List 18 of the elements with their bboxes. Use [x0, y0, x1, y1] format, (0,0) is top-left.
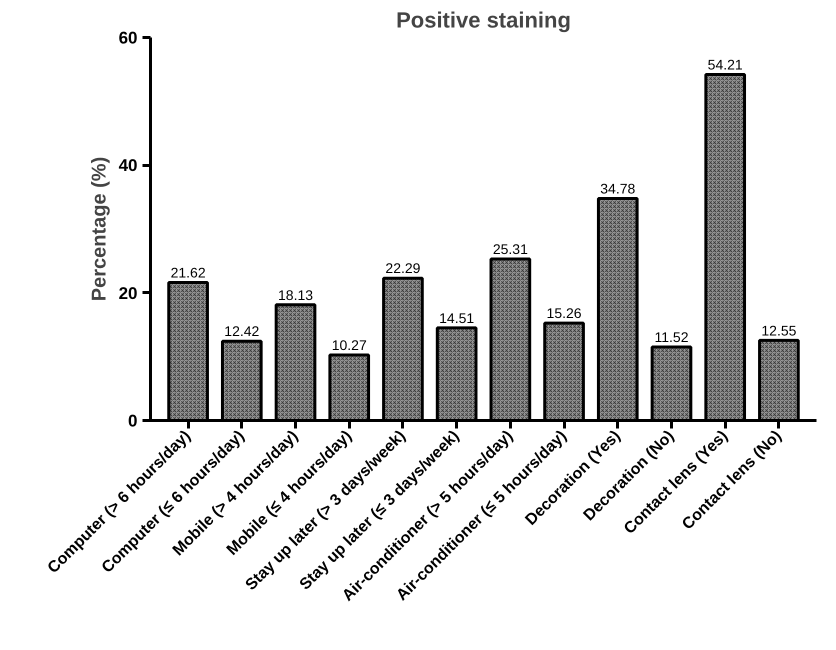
data-label: 14.51	[439, 310, 474, 326]
data-label: 25.31	[492, 240, 528, 257]
data-label: 22.29	[385, 260, 421, 276]
data-label: 15.26	[546, 305, 582, 322]
chart-title: Positive staining	[396, 8, 571, 32]
y-tick-label: 20	[118, 284, 138, 303]
data-label: 10.27	[332, 336, 367, 353]
data-label: 12.42	[224, 323, 260, 340]
y-tick-label: 60	[118, 28, 138, 48]
data-label: 18.13	[278, 286, 314, 303]
y-axis-title: Percentage (%)	[88, 156, 111, 302]
data-label: 11.52	[654, 328, 689, 345]
data-label: 54.21	[708, 56, 743, 72]
y-tick-label: 40	[118, 156, 138, 176]
data-label: 21.62	[170, 264, 206, 280]
data-label: 34.78	[600, 180, 636, 196]
y-tick-label: 0	[128, 412, 138, 430]
data-label: 12.55	[761, 322, 797, 338]
